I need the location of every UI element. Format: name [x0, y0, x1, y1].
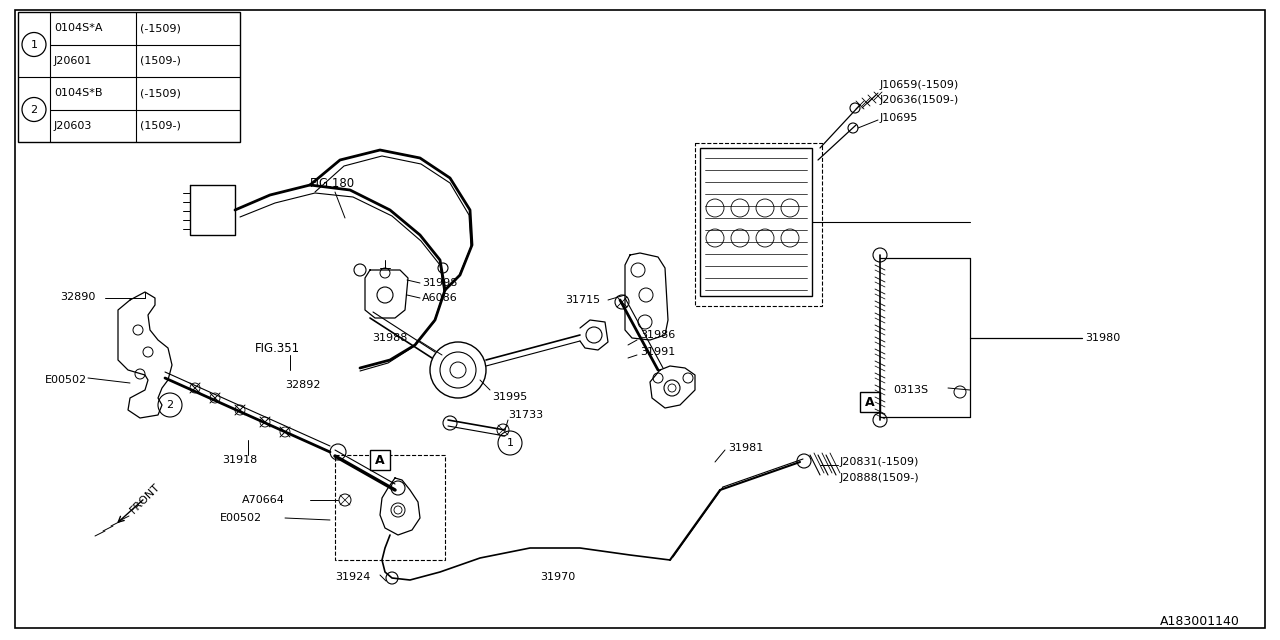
Text: (1509-): (1509-): [140, 56, 180, 66]
FancyBboxPatch shape: [370, 450, 390, 470]
Text: 2: 2: [31, 104, 37, 115]
Text: 31733: 31733: [508, 410, 543, 420]
Text: 31991: 31991: [640, 347, 676, 357]
Text: 31980: 31980: [1085, 333, 1120, 343]
Text: (-1509): (-1509): [140, 23, 180, 33]
Circle shape: [614, 295, 628, 309]
Text: A6086: A6086: [422, 293, 458, 303]
Text: 31918: 31918: [221, 455, 257, 465]
Circle shape: [797, 454, 812, 468]
Text: 31981: 31981: [728, 443, 763, 453]
Text: A: A: [865, 396, 874, 408]
Text: 0313S: 0313S: [893, 385, 928, 395]
Circle shape: [430, 342, 486, 398]
Circle shape: [390, 481, 404, 495]
Circle shape: [873, 413, 887, 427]
Text: FRONT: FRONT: [128, 481, 163, 515]
Bar: [335, 455, 445, 560]
Text: E00502: E00502: [45, 375, 87, 385]
Text: J20603: J20603: [54, 121, 92, 131]
Text: J20831(-1509): J20831(-1509): [840, 457, 919, 467]
Text: J10659(-1509): J10659(-1509): [881, 80, 959, 90]
Text: 31988: 31988: [372, 333, 407, 343]
Text: 32892: 32892: [285, 380, 320, 390]
Circle shape: [586, 327, 602, 343]
Bar: [18, 12, 241, 142]
Text: 31986: 31986: [640, 330, 676, 340]
Text: 31995: 31995: [492, 392, 527, 402]
Text: 0104S*B: 0104S*B: [54, 88, 102, 99]
Text: 32890: 32890: [60, 292, 96, 302]
Circle shape: [443, 416, 457, 430]
Bar: [700, 148, 812, 296]
FancyBboxPatch shape: [860, 392, 881, 412]
Text: (1509-): (1509-): [140, 121, 180, 131]
Text: FIG.180: FIG.180: [310, 177, 355, 190]
Text: 31715: 31715: [564, 295, 600, 305]
Text: J20636(1509-): J20636(1509-): [881, 95, 959, 105]
Text: E00502: E00502: [220, 513, 262, 523]
Text: FIG.351: FIG.351: [255, 342, 300, 355]
Text: 31924: 31924: [335, 572, 370, 582]
Circle shape: [330, 444, 346, 460]
Text: 0104S*A: 0104S*A: [54, 23, 102, 33]
Bar: [695, 143, 822, 306]
Circle shape: [873, 248, 887, 262]
Text: 1: 1: [31, 40, 37, 49]
Text: J20888(1509-): J20888(1509-): [840, 473, 919, 483]
Text: J20601: J20601: [54, 56, 92, 66]
Text: 2: 2: [166, 400, 174, 410]
Text: A: A: [375, 454, 385, 467]
Text: A183001140: A183001140: [1160, 615, 1240, 628]
Text: 31998: 31998: [422, 278, 457, 288]
Text: 1: 1: [507, 438, 513, 448]
Text: J10695: J10695: [881, 113, 918, 123]
Circle shape: [664, 380, 680, 396]
Text: (-1509): (-1509): [140, 88, 180, 99]
Text: A70664: A70664: [242, 495, 285, 505]
Text: 31970: 31970: [540, 572, 575, 582]
